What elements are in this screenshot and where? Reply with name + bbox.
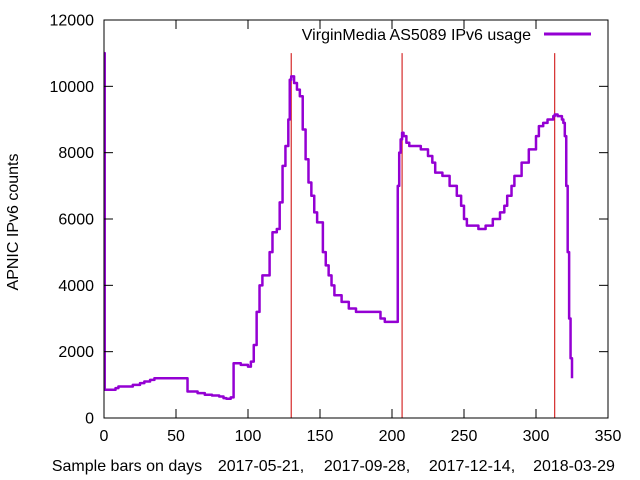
y-tick-labels: 0 2000 4000 6000 8000 10000 12000	[50, 13, 95, 428]
x-tick-label: 200	[379, 428, 406, 445]
x-tick-label: 50	[167, 428, 185, 445]
y-tick-label: 6000	[58, 212, 94, 229]
y-tick-label: 12000	[50, 13, 95, 30]
y-axis-label: APNIC IPv6 counts	[5, 154, 22, 291]
y-tick-label: 8000	[58, 145, 94, 162]
series-line-0	[103, 51, 574, 401]
x-tick-label: 300	[523, 428, 550, 445]
x-axis-label-part-1: 2017-05-21,	[218, 458, 304, 475]
axis-ticks	[103, 19, 609, 419]
legend: VirginMedia AS5089 IPv6 usage	[302, 27, 591, 44]
x-tick-label: 100	[235, 428, 262, 445]
x-axis-label-part-3: 2017-12-14,	[429, 458, 515, 475]
x-tick-label: 0	[100, 428, 109, 445]
x-tick-labels: 0 50 100 150 200 250 300 350	[100, 428, 622, 445]
x-tick-label: 350	[595, 428, 622, 445]
y-tick-label: 4000	[58, 278, 94, 295]
y-tick-label: 2000	[58, 344, 94, 361]
x-axis-label-part-2: 2017-09-28,	[324, 458, 410, 475]
x-axis-label: Sample bars on days 2017-05-21, 2017-09-28…	[52, 458, 615, 475]
series-layer	[103, 51, 574, 401]
plot-frame	[103, 19, 609, 419]
x-axis-label-part-4: 2018-03-29	[533, 458, 615, 475]
legend-entry-label: VirginMedia AS5089 IPv6 usage	[302, 27, 531, 44]
x-tick-label: 150	[307, 428, 334, 445]
x-axis-label-part-0: Sample bars on days	[52, 458, 202, 475]
x-tick-label: 250	[451, 428, 478, 445]
y-tick-label: 0	[85, 411, 94, 428]
y-tick-label: 10000	[50, 79, 95, 96]
vertical-markers	[103, 53, 556, 418]
